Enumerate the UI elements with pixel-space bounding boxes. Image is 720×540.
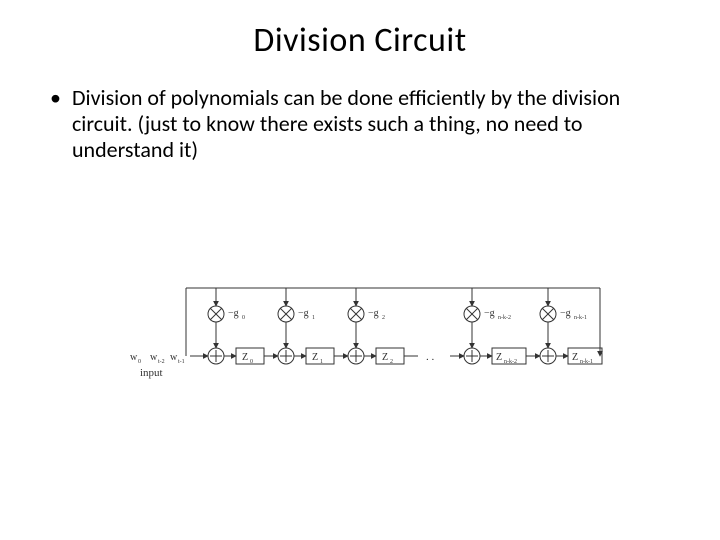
svg-text:n-k-2: n-k-2: [498, 315, 511, 321]
svg-text:n-k-1: n-k-1: [574, 315, 587, 321]
svg-text:Z: Z: [242, 352, 248, 363]
svg-text:input: input: [140, 367, 163, 379]
svg-text:Z: Z: [572, 352, 578, 363]
svg-text:. .: . .: [426, 351, 435, 363]
svg-text:n-k-2: n-k-2: [504, 359, 517, 365]
slide-title: Division Circuit: [0, 20, 720, 61]
svg-text:−g: −g: [484, 308, 495, 319]
svg-text:1: 1: [320, 359, 323, 365]
svg-text:−g: −g: [560, 308, 571, 319]
svg-text:0: 0: [250, 359, 253, 365]
svg-text:n-k-1: n-k-1: [580, 359, 593, 365]
svg-text:2: 2: [382, 315, 385, 321]
bullet-list: Division of polynomials can be done effi…: [46, 85, 674, 163]
svg-text:w: w: [130, 352, 138, 363]
bullet-item: Division of polynomials can be done effi…: [46, 85, 674, 163]
svg-text:0: 0: [242, 315, 245, 321]
svg-text:w: w: [150, 352, 158, 363]
slide-body: Division of polynomials can be done effi…: [46, 85, 674, 163]
svg-text:0: 0: [138, 359, 141, 365]
svg-text:Z: Z: [382, 352, 388, 363]
division-circuit-diagram: w0 wt-2 wt-1 input −g0: [130, 280, 630, 395]
svg-text:2: 2: [390, 359, 393, 365]
slide: Division Circuit Division of polynomials…: [0, 20, 720, 540]
svg-text:−g: −g: [298, 308, 309, 319]
svg-text:−g: −g: [228, 308, 239, 319]
svg-text:1: 1: [312, 315, 315, 321]
svg-text:−g: −g: [368, 308, 379, 319]
svg-text:t-2: t-2: [158, 359, 165, 365]
svg-text:Z: Z: [312, 352, 318, 363]
svg-text:t-1: t-1: [178, 359, 185, 365]
svg-text:Z: Z: [496, 352, 502, 363]
svg-text:w: w: [170, 352, 178, 363]
